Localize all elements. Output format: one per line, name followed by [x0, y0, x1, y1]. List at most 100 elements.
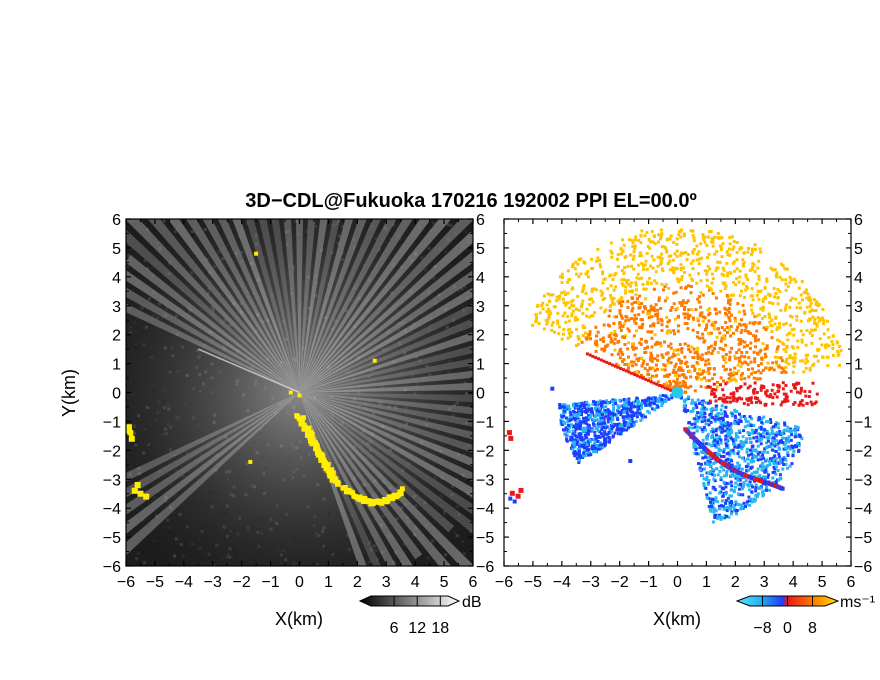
- velocity-pixel: [705, 272, 709, 276]
- velocity-pixel: [751, 298, 755, 302]
- velocity-pixel: [682, 234, 686, 238]
- velocity-pixel: [738, 412, 741, 416]
- velocity-pixel: [725, 452, 729, 456]
- velocity-pixel: [760, 316, 764, 320]
- velocity-pixel: [738, 418, 742, 422]
- velocity-pixel: [759, 442, 763, 446]
- velocity-pixel: [580, 443, 584, 447]
- velocity-pixel: [679, 235, 683, 239]
- velocity-pixel: [763, 315, 767, 319]
- velocity-pixel: [644, 415, 647, 419]
- velocity-pixel: [655, 340, 659, 344]
- snr-strong-echo: [288, 390, 293, 395]
- velocity-pixel: [752, 388, 756, 392]
- velocity-pixel: [601, 445, 604, 449]
- snr-y-tick-label-right: 4: [476, 270, 485, 287]
- velocity-pixel: [577, 417, 581, 421]
- velocity-pixel: [652, 258, 656, 262]
- velocity-pixel: [595, 342, 599, 346]
- velocity-pixel: [624, 420, 628, 424]
- velocity-pixel: [744, 273, 748, 277]
- velocity-pixel: [731, 472, 735, 476]
- velocity-pixel: [719, 376, 723, 380]
- velocity-pixel: [616, 265, 620, 269]
- velocity-pixel: [635, 374, 639, 378]
- velocity-pixel: [599, 289, 603, 293]
- velocity-pixel: [814, 309, 818, 312]
- velocity-pixel: [760, 468, 764, 472]
- velocity-pixel: [778, 322, 781, 325]
- velocity-pixel: [714, 429, 718, 433]
- velocity-pixel: [673, 317, 677, 321]
- velocity-pixel: [598, 259, 601, 263]
- velocity-pixel: [620, 248, 624, 252]
- velocity-pixel: [732, 260, 736, 264]
- velocity-pixel: [713, 343, 717, 347]
- velocity-pixel: [696, 317, 700, 321]
- velocity-pixel: [724, 492, 728, 496]
- velocity-pixel: [666, 387, 670, 391]
- velocity-pixel: [699, 372, 703, 376]
- velocity-pixel: [771, 383, 775, 387]
- snr-y-tick-label: −5: [103, 530, 121, 547]
- velocity-pixel: [756, 432, 760, 436]
- velocity-pixel: [804, 288, 808, 292]
- velocity-pixel: [615, 362, 619, 366]
- velocity-pixel: [734, 465, 738, 469]
- velocity-pixel: [683, 316, 687, 320]
- velocity-pixel: [658, 397, 662, 401]
- velocity-pixel: [719, 289, 723, 293]
- velocity-pixel: [659, 307, 663, 310]
- velocity-pixel: [577, 449, 581, 453]
- snr-strong-echo: [134, 482, 141, 488]
- velocity-pixel: [798, 402, 802, 406]
- velocity-pixel: [640, 337, 643, 341]
- velocity-pixel: [584, 416, 588, 420]
- velocity-pixel: [666, 384, 670, 388]
- velocity-pixel: [721, 388, 725, 392]
- velocity-pixel: [732, 245, 736, 249]
- velocity-pixel: [738, 478, 742, 482]
- velocity-x-tick-label: −6: [495, 574, 513, 591]
- velocity-pixel: [565, 438, 569, 442]
- velocity-pixel: [827, 344, 831, 348]
- snr-strong-echo: [131, 487, 138, 494]
- velocity-pixel: [735, 387, 739, 390]
- velocity-pixel: [600, 293, 604, 297]
- velocity-pixel: [766, 475, 770, 479]
- velocity-pixel: [731, 395, 735, 399]
- velocity-pixel: [720, 326, 724, 329]
- velocity-pixel: [714, 445, 718, 449]
- velocity-pixel: [771, 402, 775, 406]
- velocity-pixel: [740, 351, 744, 354]
- velocity-pixel: [724, 438, 728, 442]
- velocity-pixel: [839, 349, 843, 353]
- snr-y-tick-label: 2: [112, 328, 121, 345]
- velocity-pixel: [561, 314, 565, 318]
- velocity-pixel: [584, 331, 587, 335]
- velocity-pixel: [703, 240, 707, 244]
- snr-strong-echo: [128, 435, 135, 442]
- velocity-pixel: [720, 272, 724, 276]
- velocity-pixel: [669, 361, 673, 365]
- velocity-pixel: [765, 429, 769, 433]
- velocity-pixel: [705, 269, 709, 273]
- velocity-pixel: [660, 267, 664, 271]
- velocity-pixel: [698, 336, 702, 340]
- velocity-pixel: [770, 426, 774, 430]
- velocity-pixel: [631, 241, 635, 245]
- velocity-pixel: [773, 444, 777, 448]
- velocity-pixel: [744, 505, 748, 509]
- velocity-pixel: [586, 418, 590, 422]
- velocity-pixel: [660, 402, 664, 405]
- velocity-pixel: [653, 357, 657, 361]
- velocity-pixel: [749, 497, 752, 501]
- velocity-pixel: [611, 403, 615, 407]
- velocity-pixel: [678, 366, 681, 370]
- velocity-pixel: [573, 416, 577, 420]
- velocity-pixel: [789, 314, 792, 318]
- velocity-pixel: [746, 277, 750, 281]
- velocity-pixel: [651, 398, 655, 402]
- velocity-pixel: [581, 427, 585, 431]
- velocity-pixel: [786, 425, 790, 429]
